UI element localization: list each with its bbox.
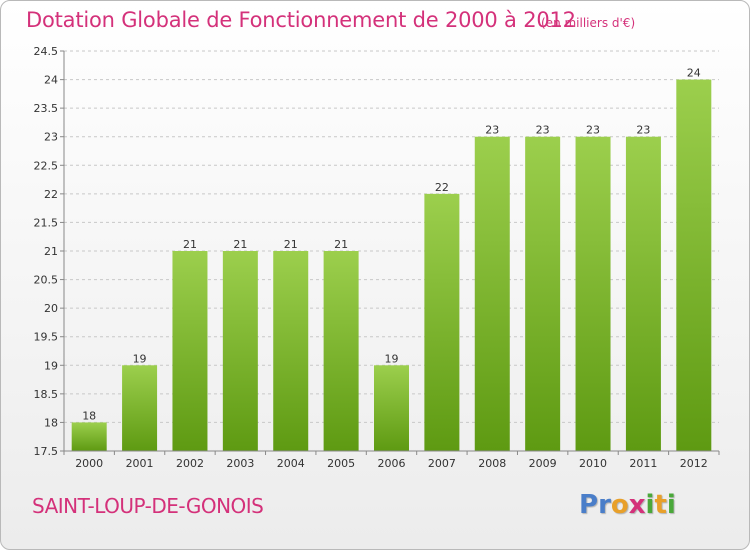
logo-letter: r bbox=[598, 490, 611, 520]
bar bbox=[71, 422, 107, 451]
value-label: 19 bbox=[133, 352, 147, 365]
x-tick-label: 2006 bbox=[378, 457, 406, 470]
value-label: 23 bbox=[636, 124, 650, 137]
x-tick-label: 2010 bbox=[579, 457, 607, 470]
chart-title: Dotation Globale de Fonctionnement de 20… bbox=[26, 8, 576, 32]
value-label: 23 bbox=[536, 124, 550, 137]
bars bbox=[71, 79, 712, 452]
bar bbox=[374, 365, 409, 451]
commune-name: SAINT-LOUP-DE-GONOIS bbox=[32, 494, 264, 518]
y-tick-label: 21.5 bbox=[34, 216, 59, 229]
x-tick-label: 2005 bbox=[327, 457, 355, 470]
value-label: 21 bbox=[183, 238, 197, 251]
x-tick-label: 2011 bbox=[629, 457, 657, 470]
y-tick-label: 20 bbox=[44, 302, 58, 315]
logo-letter: t bbox=[654, 490, 667, 520]
chart-subtitle: (en milliers d'€) bbox=[541, 16, 636, 30]
x-axis: 2000 2001 2002 2003 2004 2005 2006 2007 2008 2009… bbox=[63, 450, 720, 470]
bar bbox=[575, 136, 611, 451]
bar bbox=[273, 251, 309, 451]
y-tick-label: 24.5 bbox=[34, 45, 59, 58]
value-label: 22 bbox=[435, 181, 449, 194]
y-tick-label: 23 bbox=[44, 131, 58, 144]
value-label: 23 bbox=[586, 124, 600, 137]
logo-letter: o bbox=[610, 490, 629, 520]
bar bbox=[474, 136, 510, 451]
bar bbox=[424, 193, 460, 451]
logo-letter: x bbox=[628, 490, 646, 520]
value-label: 18 bbox=[82, 409, 96, 422]
bar bbox=[625, 136, 661, 451]
x-tick-label: 2003 bbox=[226, 457, 254, 470]
x-tick-label: 2004 bbox=[277, 457, 305, 470]
y-tick-label: 19.5 bbox=[34, 331, 59, 344]
bar bbox=[172, 251, 208, 451]
y-tick-label: 22 bbox=[44, 188, 58, 201]
y-tick-label: 23.5 bbox=[34, 102, 59, 115]
x-tick-label: 2007 bbox=[428, 457, 456, 470]
value-label: 23 bbox=[485, 124, 499, 137]
x-tick-label: 2009 bbox=[529, 457, 557, 470]
y-tick-label: 17.5 bbox=[34, 445, 59, 458]
x-tick-label: 2012 bbox=[680, 457, 708, 470]
y-tick-label: 20.5 bbox=[34, 274, 59, 287]
value-label: 19 bbox=[385, 352, 399, 365]
x-tick-label: 2008 bbox=[478, 457, 506, 470]
bar bbox=[525, 136, 561, 451]
bar bbox=[222, 251, 258, 451]
y-tick-label: 21 bbox=[44, 245, 58, 258]
proxiti-logo[interactable]: Proxiti bbox=[579, 490, 676, 520]
bar bbox=[676, 79, 712, 452]
value-label: 21 bbox=[284, 238, 298, 251]
value-labels: 18 19 21 21 21 21 19 22 23 23 23 23 24 bbox=[82, 67, 701, 423]
y-tick-label: 18.5 bbox=[34, 388, 59, 401]
x-tick-label: 2000 bbox=[75, 457, 103, 470]
x-tick-label: 2002 bbox=[176, 457, 204, 470]
value-label: 21 bbox=[233, 238, 247, 251]
y-tick-label: 19 bbox=[44, 359, 58, 372]
y-axis: 17.5 18 18.5 19 19.5 20 20.5 21 21.5 22 22.5 23 23.5… bbox=[34, 45, 65, 458]
logo-letter: i bbox=[666, 490, 676, 520]
y-tick-label: 22.5 bbox=[34, 159, 59, 172]
y-tick-label: 24 bbox=[44, 74, 58, 87]
logo-letter: P bbox=[579, 490, 599, 520]
x-tick-label: 2001 bbox=[126, 457, 154, 470]
value-label: 21 bbox=[334, 238, 348, 251]
y-tick-label: 18 bbox=[44, 416, 58, 429]
bar bbox=[122, 365, 158, 451]
bar bbox=[323, 251, 359, 451]
logo-letter: i bbox=[645, 490, 655, 520]
value-label: 24 bbox=[687, 67, 701, 80]
